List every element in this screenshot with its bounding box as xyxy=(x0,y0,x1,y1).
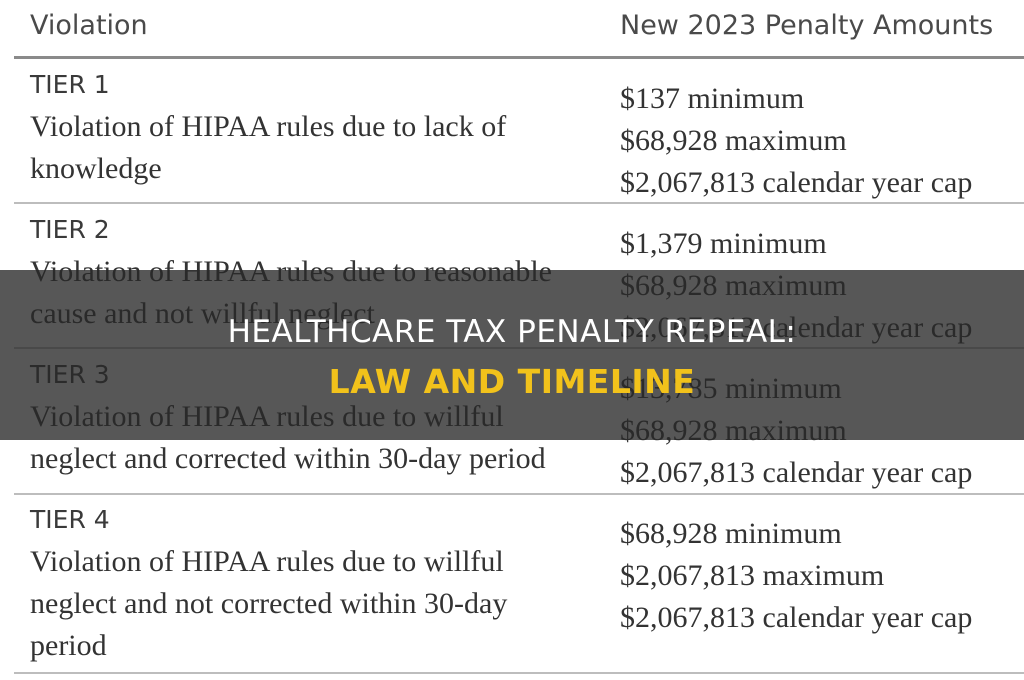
header-rule xyxy=(14,56,1024,59)
banner-title: HEALTHCARE TAX PENALTY REPEAL: xyxy=(227,314,797,350)
tier-label: TIER 2 xyxy=(30,215,110,244)
tier-label: TIER 1 xyxy=(30,70,110,99)
violation-description: Violation of HIPAA rules due to willful … xyxy=(30,545,508,662)
penalty-amount: $68,928 minimum xyxy=(620,517,842,550)
row-rule xyxy=(14,672,1024,674)
tier-label: TIER 4 xyxy=(30,505,110,534)
penalty-amount: $2,067,813 calendar year cap xyxy=(620,166,973,199)
penalty-amount: $2,067,813 calendar year cap xyxy=(620,601,973,634)
penalty-amount: $1,379 minimum xyxy=(620,227,827,260)
row-rule xyxy=(14,202,1024,204)
title-banner xyxy=(0,270,1024,440)
banner-subtitle: LAW AND TIMELINE xyxy=(328,362,696,401)
penalty-amount: $2,067,813 calendar year cap xyxy=(620,456,973,489)
penalty-amount: $137 minimum xyxy=(620,82,805,115)
penalty-amount: $2,067,813 maximum xyxy=(620,559,885,592)
violation-description: Violation of HIPAA rules due to lack of … xyxy=(30,110,507,185)
row-rule xyxy=(14,493,1024,495)
column-header: New 2023 Penalty Amounts xyxy=(620,10,994,41)
penalty-amount: $68,928 maximum xyxy=(620,124,847,157)
penalty-list: $68,928 minimum $2,067,813 maximum $2,067,… xyxy=(620,513,972,639)
column-header: Violation xyxy=(30,10,148,41)
penalty-list: $137 minimum $68,928 maximum $2,067,813 ca… xyxy=(620,78,972,204)
